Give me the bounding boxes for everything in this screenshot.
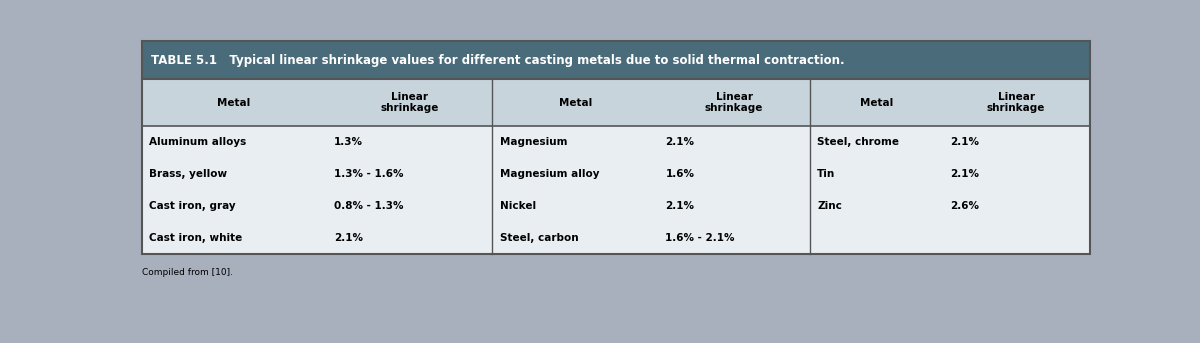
Text: Compiled from [10].: Compiled from [10]. bbox=[142, 268, 233, 276]
Text: 2.1%: 2.1% bbox=[666, 201, 695, 211]
Text: 2.1%: 2.1% bbox=[950, 137, 979, 147]
Text: Aluminum alloys: Aluminum alloys bbox=[149, 137, 246, 147]
Bar bbox=[142, 126, 1090, 254]
Text: Cast iron, gray: Cast iron, gray bbox=[149, 201, 235, 211]
Text: 0.8% - 1.3%: 0.8% - 1.3% bbox=[334, 201, 403, 211]
Text: 2.1%: 2.1% bbox=[666, 137, 695, 147]
Text: Brass, yellow: Brass, yellow bbox=[149, 169, 227, 179]
Text: Metal: Metal bbox=[559, 98, 592, 108]
Text: Steel, carbon: Steel, carbon bbox=[499, 233, 578, 243]
Text: 1.6%: 1.6% bbox=[666, 169, 695, 179]
Text: Magnesium alloy: Magnesium alloy bbox=[499, 169, 599, 179]
Text: 1.3%: 1.3% bbox=[334, 137, 362, 147]
Bar bbox=[142, 80, 1090, 126]
Text: 1.6% - 2.1%: 1.6% - 2.1% bbox=[666, 233, 734, 243]
Bar bbox=[142, 41, 1090, 254]
Text: Magnesium: Magnesium bbox=[499, 137, 568, 147]
Text: Metal: Metal bbox=[217, 98, 251, 108]
Text: Nickel: Nickel bbox=[499, 201, 535, 211]
Text: Steel, chrome: Steel, chrome bbox=[817, 137, 899, 147]
Text: Metal: Metal bbox=[859, 98, 893, 108]
Text: Linear
shrinkage: Linear shrinkage bbox=[986, 92, 1045, 113]
Text: Linear
shrinkage: Linear shrinkage bbox=[704, 92, 763, 113]
Text: 1.3% - 1.6%: 1.3% - 1.6% bbox=[334, 169, 403, 179]
Text: 2.6%: 2.6% bbox=[950, 201, 979, 211]
Text: Tin: Tin bbox=[817, 169, 835, 179]
Text: 2.1%: 2.1% bbox=[334, 233, 362, 243]
Text: Linear
shrinkage: Linear shrinkage bbox=[380, 92, 438, 113]
Text: Zinc: Zinc bbox=[817, 201, 842, 211]
Bar bbox=[142, 41, 1090, 80]
Text: TABLE 5.1   Typical linear shrinkage values for different casting metals due to : TABLE 5.1 Typical linear shrinkage value… bbox=[151, 54, 845, 67]
Text: 2.1%: 2.1% bbox=[950, 169, 979, 179]
Text: Cast iron, white: Cast iron, white bbox=[149, 233, 242, 243]
